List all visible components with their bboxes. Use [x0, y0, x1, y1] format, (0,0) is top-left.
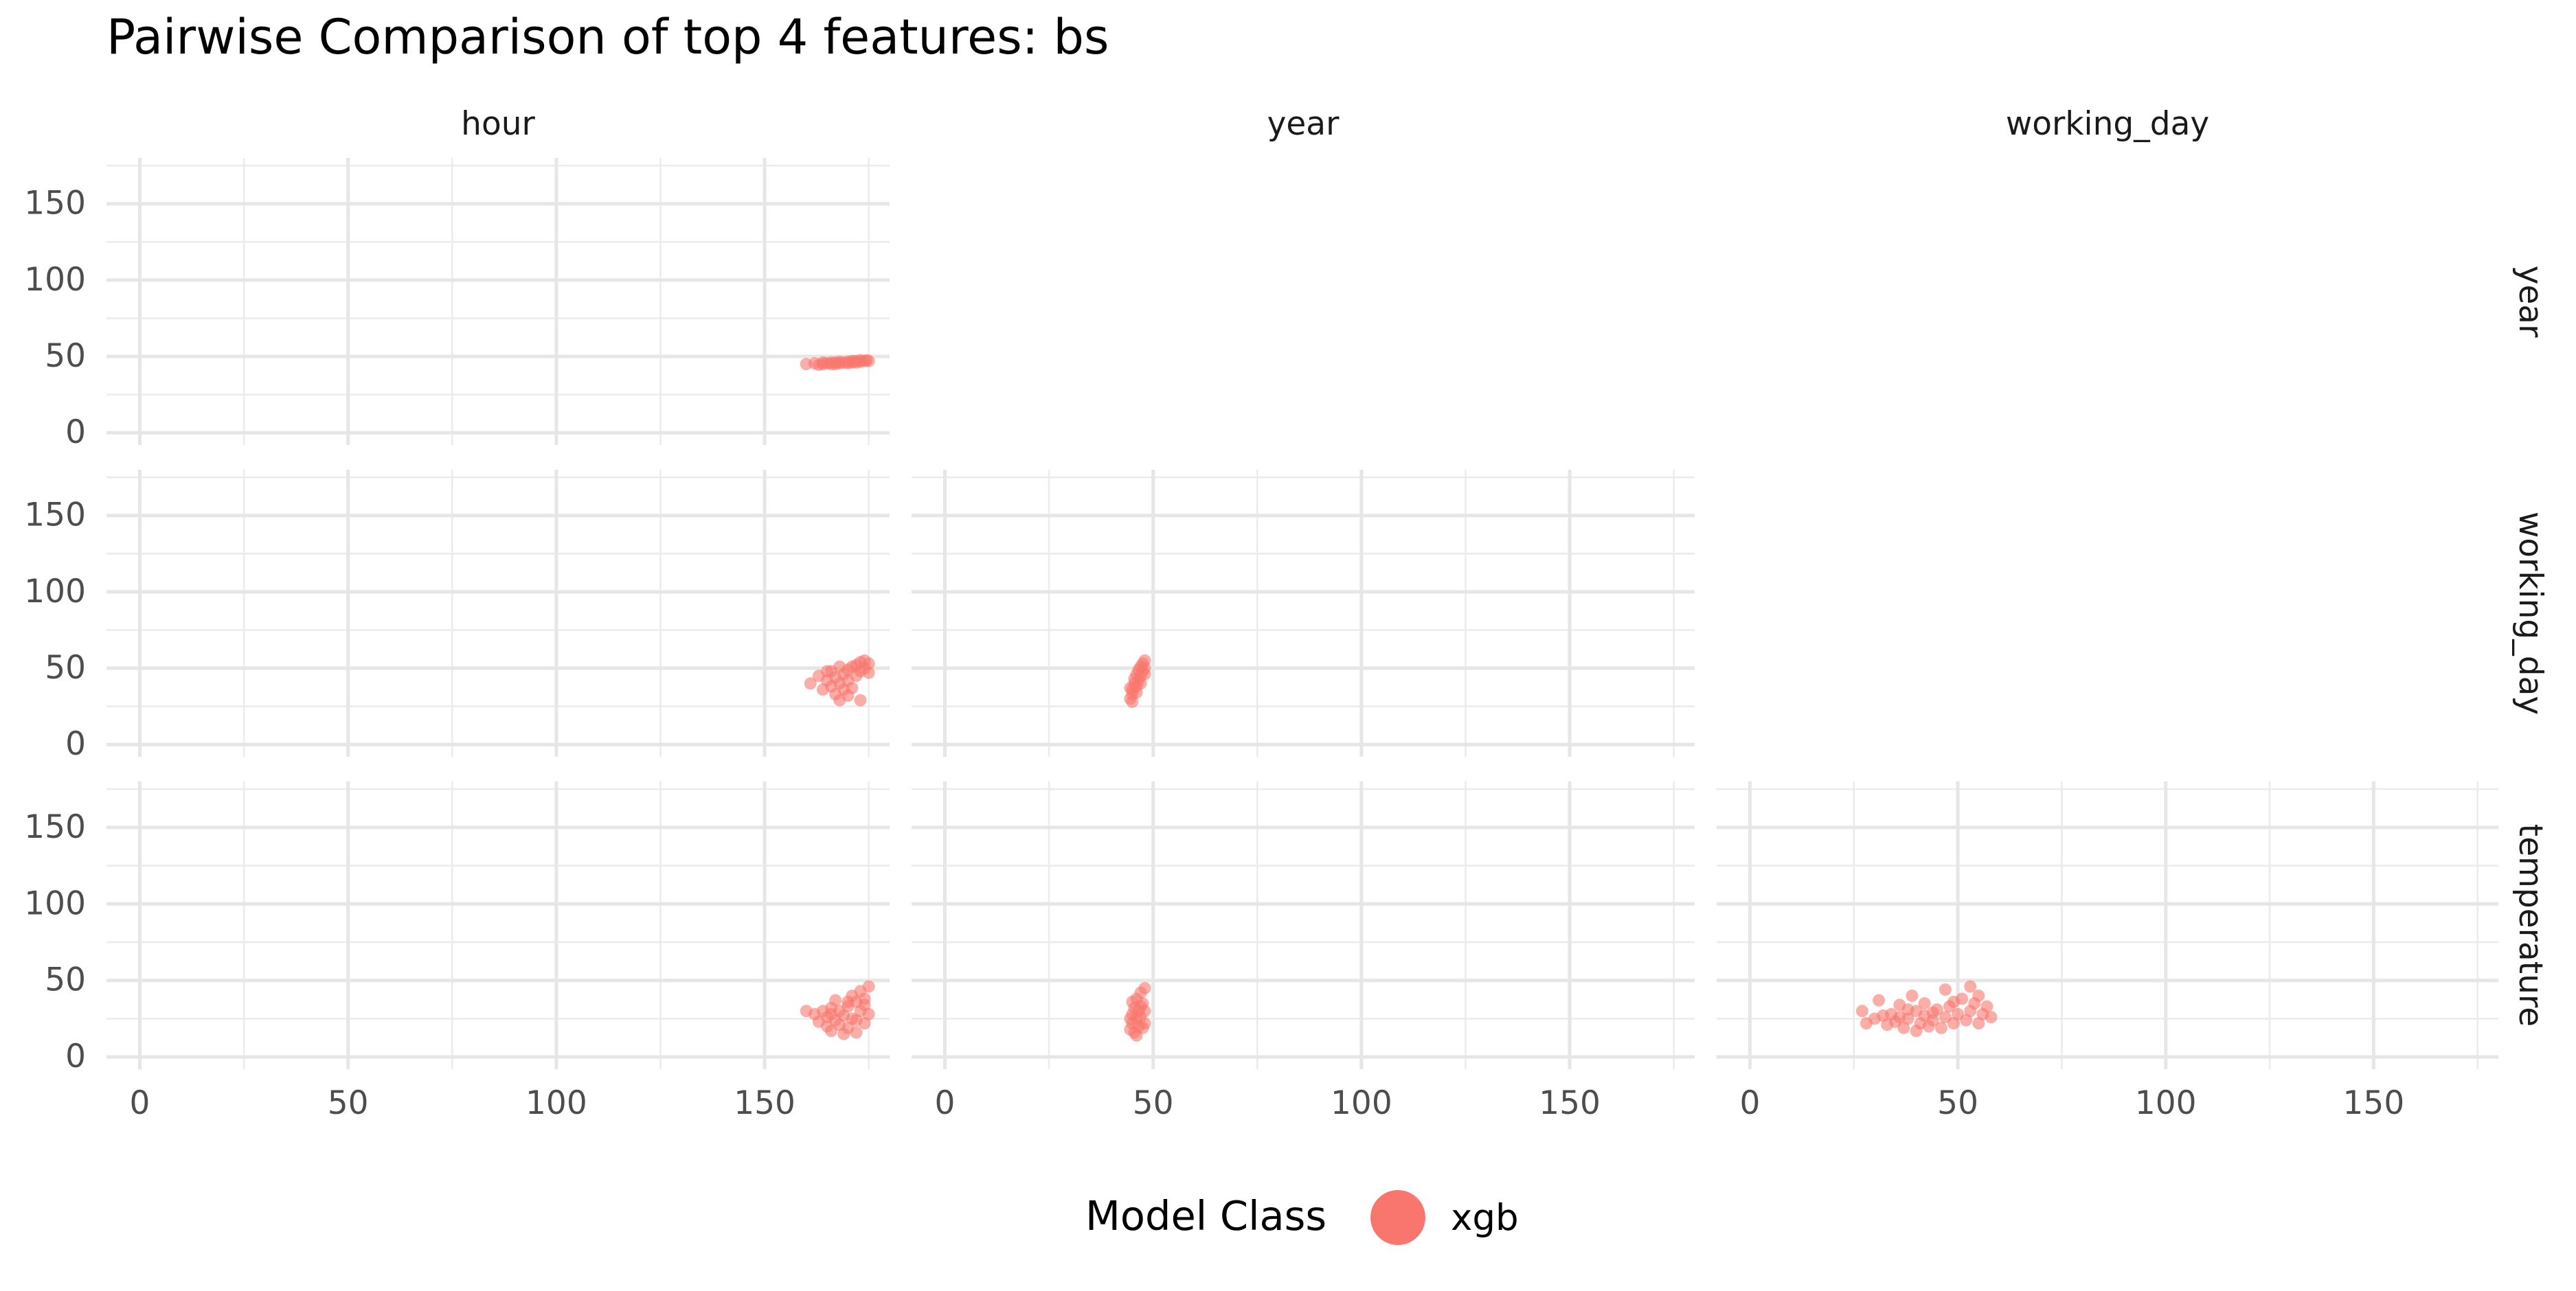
panel-hour-vs-year: 0 50 100 150: [24, 158, 890, 451]
panels-layer: hour year working_dayyearworking_daytemper…: [24, 105, 2549, 1122]
data-point: [1873, 994, 1886, 1007]
data-point: [821, 665, 834, 678]
data-point: [1134, 1000, 1147, 1013]
data-point: [825, 1007, 838, 1020]
y-tick-label: 50: [45, 649, 86, 687]
data-point: [1960, 1014, 1973, 1027]
x-tick-label: 100: [1331, 1084, 1392, 1122]
data-point: [1138, 667, 1151, 681]
y-tick-label: 100: [24, 884, 86, 922]
data-point: [1947, 1017, 1961, 1030]
data-point: [858, 998, 871, 1012]
y-tick-label: 0: [65, 413, 86, 451]
chart-title: Pairwise Comparison of top 4 features: b…: [106, 9, 1109, 65]
data-point: [1918, 997, 1931, 1010]
row-strip-year: year: [2511, 266, 2549, 339]
data-point: [1947, 995, 1961, 1008]
y-tick-label: 50: [45, 337, 86, 375]
x-tick-label: 50: [328, 1084, 369, 1122]
data-point: [1934, 1021, 1947, 1034]
x-tick-label: 150: [1539, 1084, 1601, 1122]
panel-year-vs-temperature: 0 50 100 150: [912, 781, 1695, 1122]
data-point: [862, 354, 875, 367]
data-point: [1972, 1017, 1985, 1030]
data-point: [862, 657, 875, 670]
data-point: [1124, 681, 1137, 694]
data-point: [841, 689, 855, 702]
data-point: [862, 1007, 875, 1020]
data-point: [1138, 654, 1151, 667]
legend: Model Class xgb: [1085, 1190, 1519, 1245]
data-point: [1897, 1021, 1910, 1034]
legend-label-xgb: xgb: [1451, 1197, 1519, 1239]
data-point: [1964, 980, 1977, 993]
data-point: [829, 994, 842, 1007]
x-tick-label: 100: [2135, 1084, 2197, 1122]
data-point: [850, 1014, 863, 1027]
data-point: [850, 356, 863, 369]
x-tick-label: 50: [1133, 1084, 1174, 1122]
panel-hour-vs-working_day: 0 50 100 150: [24, 470, 890, 763]
data-point: [1972, 990, 1985, 1003]
legend-key-xgb: [1370, 1190, 1425, 1245]
data-point: [1130, 1029, 1143, 1042]
data-point: [1901, 1003, 1914, 1016]
x-tick-label: 50: [1937, 1084, 1978, 1122]
x-tick-label: 0: [1739, 1084, 1760, 1122]
x-tick-label: 150: [734, 1084, 795, 1122]
data-point: [1980, 1000, 1993, 1013]
x-tick-label: 150: [2343, 1084, 2405, 1122]
y-tick-label: 50: [45, 961, 86, 999]
legend-title: Model Class: [1085, 1192, 1326, 1239]
panel-hour-vs-temperature: 0 50 100 150 0 50 100 150: [24, 781, 890, 1122]
data-point: [1926, 1006, 1939, 1019]
data-point: [862, 666, 875, 679]
panel-year-vs-working_day: [912, 470, 1695, 757]
y-tick-label: 150: [24, 496, 86, 534]
data-point: [1138, 981, 1151, 994]
column-strip-year: year: [1267, 105, 1340, 143]
y-tick-label: 100: [24, 573, 86, 610]
data-point: [1855, 1005, 1868, 1018]
column-strip-working_day: working_day: [2006, 105, 2209, 143]
y-tick-label: 0: [65, 1038, 86, 1075]
row-strip-working_day: working_day: [2511, 512, 2549, 715]
row-strip-temperature: temperature: [2511, 824, 2549, 1027]
data-point: [1939, 983, 1952, 996]
data-point: [854, 694, 867, 707]
data-point: [862, 980, 875, 993]
data-point: [1138, 1017, 1151, 1030]
y-tick-label: 150: [24, 808, 86, 846]
x-tick-label: 0: [130, 1084, 150, 1122]
panel-working_day-vs-temperature: 0 50 100 150: [1717, 781, 2498, 1122]
data-point: [1906, 990, 1919, 1003]
data-point: [829, 358, 842, 371]
data-point: [1877, 1009, 1890, 1022]
x-tick-label: 100: [526, 1084, 587, 1122]
legend-entries: xgb: [1370, 1190, 1519, 1245]
data-point: [850, 1026, 863, 1039]
data-point: [1124, 1012, 1137, 1025]
data-point: [1985, 1011, 1998, 1024]
y-tick-label: 0: [65, 725, 86, 763]
data-point: [833, 660, 846, 673]
data-point: [804, 677, 817, 690]
x-tick-label: 0: [935, 1084, 956, 1122]
y-tick-label: 150: [24, 185, 86, 222]
data-point: [1893, 1011, 1906, 1024]
data-point: [816, 356, 829, 369]
column-strip-hour: hour: [461, 105, 535, 143]
data-point: [841, 995, 855, 1008]
y-tick-label: 100: [24, 261, 86, 299]
